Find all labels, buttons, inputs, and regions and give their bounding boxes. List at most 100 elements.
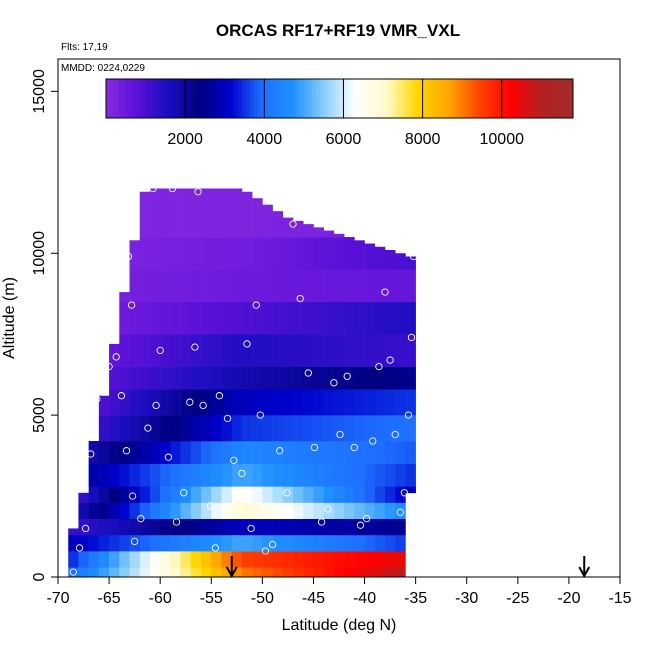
heatmap-cell bbox=[201, 237, 212, 270]
heatmap-cell bbox=[323, 502, 335, 520]
colorbar-swatch bbox=[386, 79, 391, 118]
heatmap-cell bbox=[129, 551, 141, 568]
heatmap-cell bbox=[149, 301, 161, 335]
heatmap-cell bbox=[384, 486, 396, 503]
heatmap-cell bbox=[221, 534, 233, 552]
sample-point bbox=[304, 369, 312, 377]
heatmap-cell bbox=[293, 269, 304, 303]
sample-point bbox=[356, 521, 365, 529]
heatmap-cell bbox=[354, 366, 365, 390]
sample-point bbox=[199, 401, 207, 410]
heatmap-cell bbox=[201, 269, 212, 303]
colorbar-swatch bbox=[187, 79, 193, 118]
heatmap-cell bbox=[170, 237, 181, 270]
sample-point bbox=[324, 505, 332, 513]
heatmap-cell bbox=[190, 415, 202, 442]
heatmap-cell bbox=[129, 567, 141, 578]
colorbar-swatch bbox=[460, 79, 465, 118]
heatmap-cell bbox=[211, 502, 222, 520]
heatmap-cell bbox=[180, 567, 192, 578]
colorbar-swatch bbox=[253, 79, 259, 118]
heatmap-cell bbox=[282, 389, 294, 416]
sample-point bbox=[87, 450, 95, 458]
colorbar-swatch bbox=[499, 79, 504, 118]
heatmap-cell bbox=[180, 334, 192, 367]
heatmap-cell bbox=[180, 486, 192, 503]
y-tick-label: 15000 bbox=[31, 69, 48, 114]
heatmap-cell bbox=[190, 269, 202, 303]
heatmap-cell bbox=[354, 551, 365, 568]
colorbar-swatch bbox=[125, 79, 130, 118]
heatmap-cell bbox=[241, 415, 253, 442]
heatmap-cell bbox=[88, 534, 100, 552]
heatmap-cell bbox=[119, 415, 130, 442]
heatmap-cell bbox=[180, 389, 192, 416]
colorbar-swatch bbox=[113, 79, 119, 118]
heatmap-cell bbox=[293, 551, 304, 568]
heatmap-cell bbox=[282, 551, 294, 568]
heatmap-cell bbox=[221, 415, 233, 442]
heatmap-cell bbox=[78, 551, 89, 568]
heatmap-cell bbox=[364, 301, 376, 335]
colorbar-swatch bbox=[382, 79, 387, 118]
heatmap-cell bbox=[78, 502, 89, 520]
heatmap-cell bbox=[109, 486, 120, 503]
heatmap-cell bbox=[180, 188, 192, 238]
heatmap-cell bbox=[405, 269, 416, 303]
heatmap-cell bbox=[272, 441, 284, 464]
colorbar-swatch bbox=[467, 79, 473, 118]
heatmap-cell bbox=[374, 389, 386, 416]
colorbar-swatch bbox=[362, 79, 368, 118]
colorbar-swatch bbox=[183, 79, 189, 118]
heatmap-cell bbox=[282, 463, 294, 487]
heatmap-cell bbox=[241, 366, 253, 390]
colorbar-swatch bbox=[565, 79, 570, 118]
heatmap-cell bbox=[344, 237, 355, 270]
heatmap-cell bbox=[119, 551, 130, 568]
heatmap-cell bbox=[170, 518, 181, 536]
heatmap-cell bbox=[374, 502, 386, 520]
heatmap-cell bbox=[119, 463, 130, 487]
sample-point bbox=[69, 568, 77, 576]
heatmap-cell bbox=[282, 301, 294, 335]
colorbar-swatch bbox=[316, 79, 321, 118]
heatmap-cell bbox=[272, 334, 284, 367]
heatmap-cell bbox=[323, 518, 335, 536]
heatmap-cell bbox=[395, 366, 406, 390]
colorbar-swatch bbox=[343, 79, 348, 118]
sample-point bbox=[391, 430, 399, 439]
heatmap-cell bbox=[344, 389, 355, 416]
heatmap-cell bbox=[405, 301, 416, 335]
heatmap-cell bbox=[405, 334, 416, 367]
heatmap-cell bbox=[241, 463, 253, 487]
y-tick-label: 5000 bbox=[31, 397, 48, 433]
colorbar-swatch bbox=[129, 79, 134, 118]
heatmap-cell bbox=[293, 389, 304, 416]
sample-point bbox=[81, 524, 90, 533]
heatmap-cell bbox=[354, 486, 365, 503]
heatmap-cell bbox=[272, 551, 284, 568]
heatmap-cell bbox=[129, 486, 141, 503]
heatmap-cell bbox=[211, 567, 222, 578]
heatmap-cell bbox=[252, 334, 263, 367]
heatmap-cell bbox=[395, 269, 406, 303]
heatmap-cell bbox=[313, 334, 324, 367]
heatmap-cell bbox=[272, 366, 284, 390]
heatmap-cell bbox=[231, 237, 243, 270]
colorbar-tick-label: 6000 bbox=[326, 131, 362, 148]
heatmap-cell bbox=[221, 188, 233, 238]
colorbar-swatch bbox=[339, 79, 344, 118]
heatmap-cell bbox=[231, 502, 243, 520]
heatmap-cell bbox=[293, 237, 304, 270]
colorbar-swatch bbox=[238, 79, 243, 118]
heatmap-cell bbox=[252, 198, 263, 238]
colorbar-swatch bbox=[347, 79, 352, 118]
colorbar-swatch bbox=[518, 79, 523, 118]
sample-point bbox=[180, 489, 188, 497]
sample-point bbox=[191, 343, 199, 351]
heatmap-cell bbox=[231, 188, 243, 238]
colorbar-tick-label: 8000 bbox=[405, 131, 441, 148]
heatmap-cell bbox=[354, 415, 365, 442]
colorbar-swatch bbox=[191, 79, 196, 118]
colorbar-swatch bbox=[417, 79, 422, 118]
